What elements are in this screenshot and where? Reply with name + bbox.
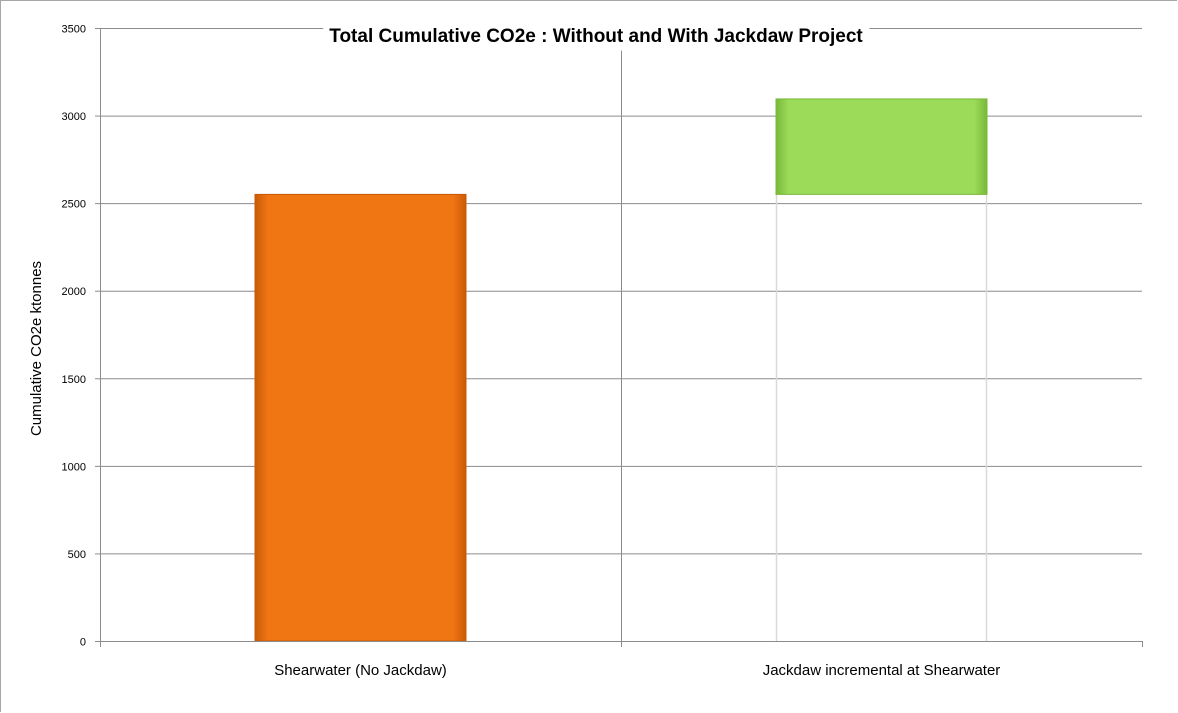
chart-title-background [323,24,870,49]
y-tick-label: 0 [80,637,86,649]
y-tick-label: 1500 [62,374,86,386]
y-tick-label: 3000 [62,111,86,123]
y-tick-label: 3500 [62,24,86,36]
y-tick-label: 2500 [62,199,86,211]
x-category-label: Shearwater (No Jackdaw) [274,662,447,679]
bar [775,98,988,195]
y-axis-label: Cumulative CO2e ktonnes [28,261,45,436]
category-labels: Shearwater (No Jackdaw) Jackdaw increment… [274,662,1000,679]
y-tick-label: 500 [68,549,86,561]
y-axis-ticks: 0 500 1000 1500 2000 2500 3000 3500 [62,24,100,649]
chart-title: Total Cumulative CO2e : Without and With… [329,26,863,47]
x-category-label: Jackdaw incremental at Shearwater [763,662,1001,679]
bar [254,193,467,642]
y-tick-label: 2000 [62,286,86,298]
y-tick-label: 1000 [62,461,86,473]
axes [100,28,1143,647]
gridlines [100,28,1142,647]
bars [254,98,988,642]
